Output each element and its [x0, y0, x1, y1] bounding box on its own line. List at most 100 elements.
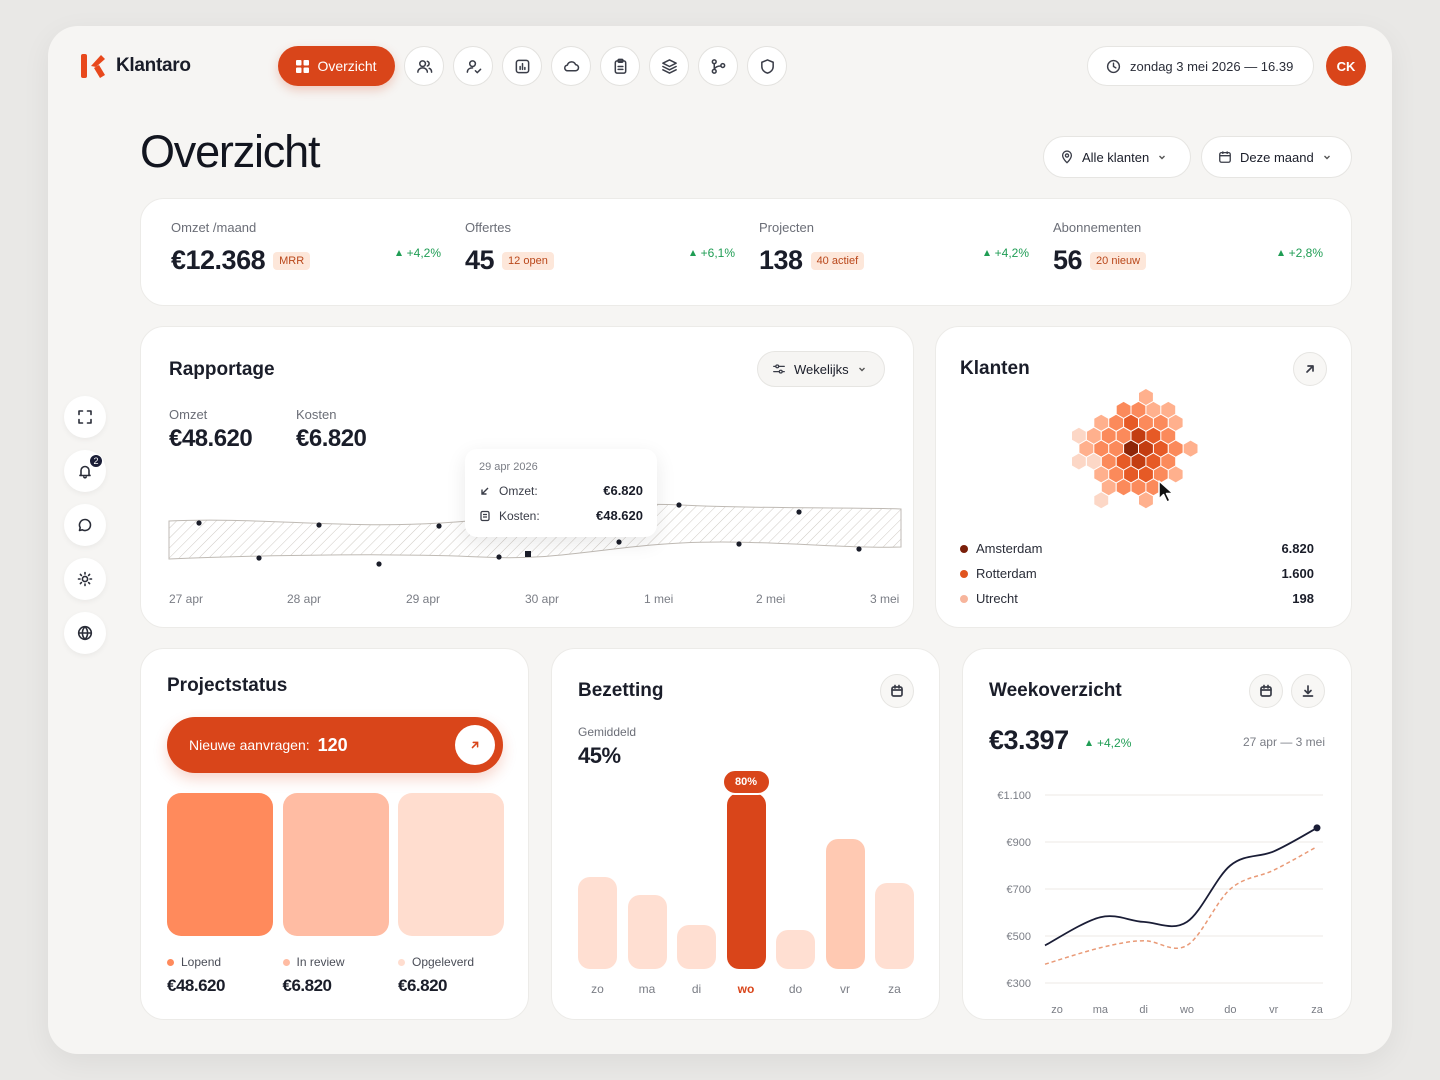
hex-cell — [1079, 440, 1094, 457]
bezetting-calendar-button[interactable] — [880, 674, 914, 708]
nav-clipboard-button[interactable] — [600, 46, 640, 86]
bell-icon — [79, 465, 91, 479]
bar-value-badge: 80% — [721, 769, 771, 795]
logo[interactable]: Klantaro — [80, 53, 191, 79]
status-block[interactable] — [167, 793, 273, 936]
new-requests-arrow[interactable] — [455, 725, 495, 765]
kpi-value-row: €12.368 MRR — [171, 245, 311, 276]
kpi-change-value: +6,1% — [700, 246, 735, 260]
new-requests-label: Nieuwe aanvragen: — [189, 737, 310, 753]
status-dot — [167, 958, 174, 966]
datetime-display[interactable]: zondag 3 mei 2026 — 16.39 — [1087, 46, 1314, 86]
rapportage-title: Rapportage — [169, 359, 275, 380]
data-point — [856, 546, 862, 552]
bar-highlight[interactable] — [726, 793, 766, 969]
klanten-row[interactable]: Amsterdam 6.820 — [960, 541, 1314, 556]
bar-x-label: zo — [591, 982, 604, 996]
kpi-item: Projecten 138 40 actief +4,2% — [759, 199, 1029, 307]
legend-dot — [960, 569, 968, 578]
app-name: Klantaro — [116, 55, 191, 76]
period-filter-dropdown[interactable]: Deze maand — [1201, 136, 1352, 178]
hex-cell — [1168, 466, 1183, 483]
bar-x-label: vr — [840, 982, 850, 996]
chat-icon — [78, 518, 92, 532]
klanten-value: 198 — [1292, 591, 1314, 606]
week-download-button[interactable] — [1291, 674, 1325, 708]
series-line-primary — [1044, 827, 1318, 947]
clipboard-icon — [614, 58, 626, 74]
nav-cloud-button[interactable] — [551, 46, 591, 86]
klantaro-logo-icon — [81, 54, 105, 78]
trend-up-icon — [395, 250, 402, 256]
legend-dot — [960, 544, 968, 553]
data-point — [736, 541, 742, 547]
nav-layers-button[interactable] — [649, 46, 689, 86]
cursor-icon — [1158, 480, 1174, 503]
klanten-row[interactable]: Utrecht 198 — [960, 591, 1314, 606]
klanten-row[interactable]: Rotterdam 1.600 — [960, 566, 1314, 581]
hex-cell — [1168, 414, 1183, 431]
bar-x-label: ma — [638, 982, 656, 996]
bar[interactable] — [776, 930, 815, 969]
nav-report-button[interactable] — [502, 46, 542, 86]
klanten-name: Amsterdam — [976, 541, 1043, 556]
period-select[interactable]: Wekelijks — [757, 351, 885, 387]
notifications-button[interactable]: 2 — [64, 450, 106, 492]
trend-up-icon — [689, 250, 696, 256]
tooltip-omzet-value: €6.820 — [603, 483, 643, 498]
bar[interactable] — [578, 877, 617, 969]
bar[interactable] — [875, 882, 914, 969]
bar[interactable] — [677, 925, 716, 969]
trend-up-icon — [983, 250, 990, 256]
status-dot — [282, 958, 290, 966]
y-tick-label: €1.100 — [997, 790, 1031, 802]
hex-cell — [1139, 440, 1153, 457]
calendar-icon — [1219, 151, 1231, 163]
bar-x-label: di — [691, 982, 702, 996]
avatar[interactable]: CK — [1326, 46, 1366, 86]
week-calendar-button[interactable] — [1249, 674, 1283, 708]
hex-cell — [1139, 466, 1153, 483]
status-dot — [398, 958, 405, 966]
status-value: €6.820 — [282, 976, 333, 995]
status-block[interactable] — [398, 793, 504, 936]
nav-user-check-button[interactable] — [453, 46, 493, 86]
hex-cell — [1146, 479, 1161, 496]
kpi-label: Projecten — [759, 220, 814, 235]
nav-git-branch-button[interactable] — [698, 46, 738, 86]
bar[interactable] — [825, 838, 865, 969]
download-icon — [1302, 685, 1314, 697]
clients-filter-dropdown[interactable]: Alle klanten — [1043, 136, 1191, 178]
status-label-row: Lopend — [167, 955, 221, 969]
hex-cell — [1168, 440, 1183, 457]
arrow-up-right-icon — [471, 741, 479, 749]
nav-shield-button[interactable] — [747, 46, 787, 86]
hex-cell — [1183, 440, 1198, 457]
kpi-value: €12.368 — [171, 245, 266, 275]
cloud-icon — [563, 60, 579, 72]
bar[interactable] — [627, 895, 667, 969]
bar-x-label: wo — [737, 982, 755, 996]
nav-overzicht-button[interactable]: Overzicht — [278, 46, 395, 86]
kosten-label: Kosten — [296, 407, 337, 422]
fullscreen-button[interactable] — [64, 396, 106, 438]
shield-icon — [760, 58, 774, 74]
theme-button[interactable] — [64, 558, 106, 600]
new-requests-button[interactable]: Nieuwe aanvragen: 120 — [167, 717, 503, 773]
projectstatus-title: Projectstatus — [167, 675, 288, 696]
status-value: €6.820 — [398, 976, 448, 995]
chat-button[interactable] — [64, 504, 106, 546]
nav-users-button[interactable] — [404, 46, 444, 86]
hex-cell — [1109, 466, 1124, 483]
kpi-tag: MRR — [273, 251, 311, 270]
hex-cell — [1101, 479, 1116, 496]
weekoverzicht-card: Weekoverzicht €3.397 +4,2% 27 apr — 3 me… — [962, 648, 1352, 1020]
hex-cell — [1109, 440, 1124, 457]
calendar-icon — [1260, 684, 1272, 697]
hex-cell — [1139, 389, 1153, 405]
status-block[interactable] — [282, 793, 389, 936]
klanten-name: Rotterdam — [976, 566, 1037, 581]
language-button[interactable] — [64, 612, 106, 654]
klanten-open-button[interactable] — [1293, 352, 1327, 386]
hex-cell — [1139, 492, 1153, 509]
